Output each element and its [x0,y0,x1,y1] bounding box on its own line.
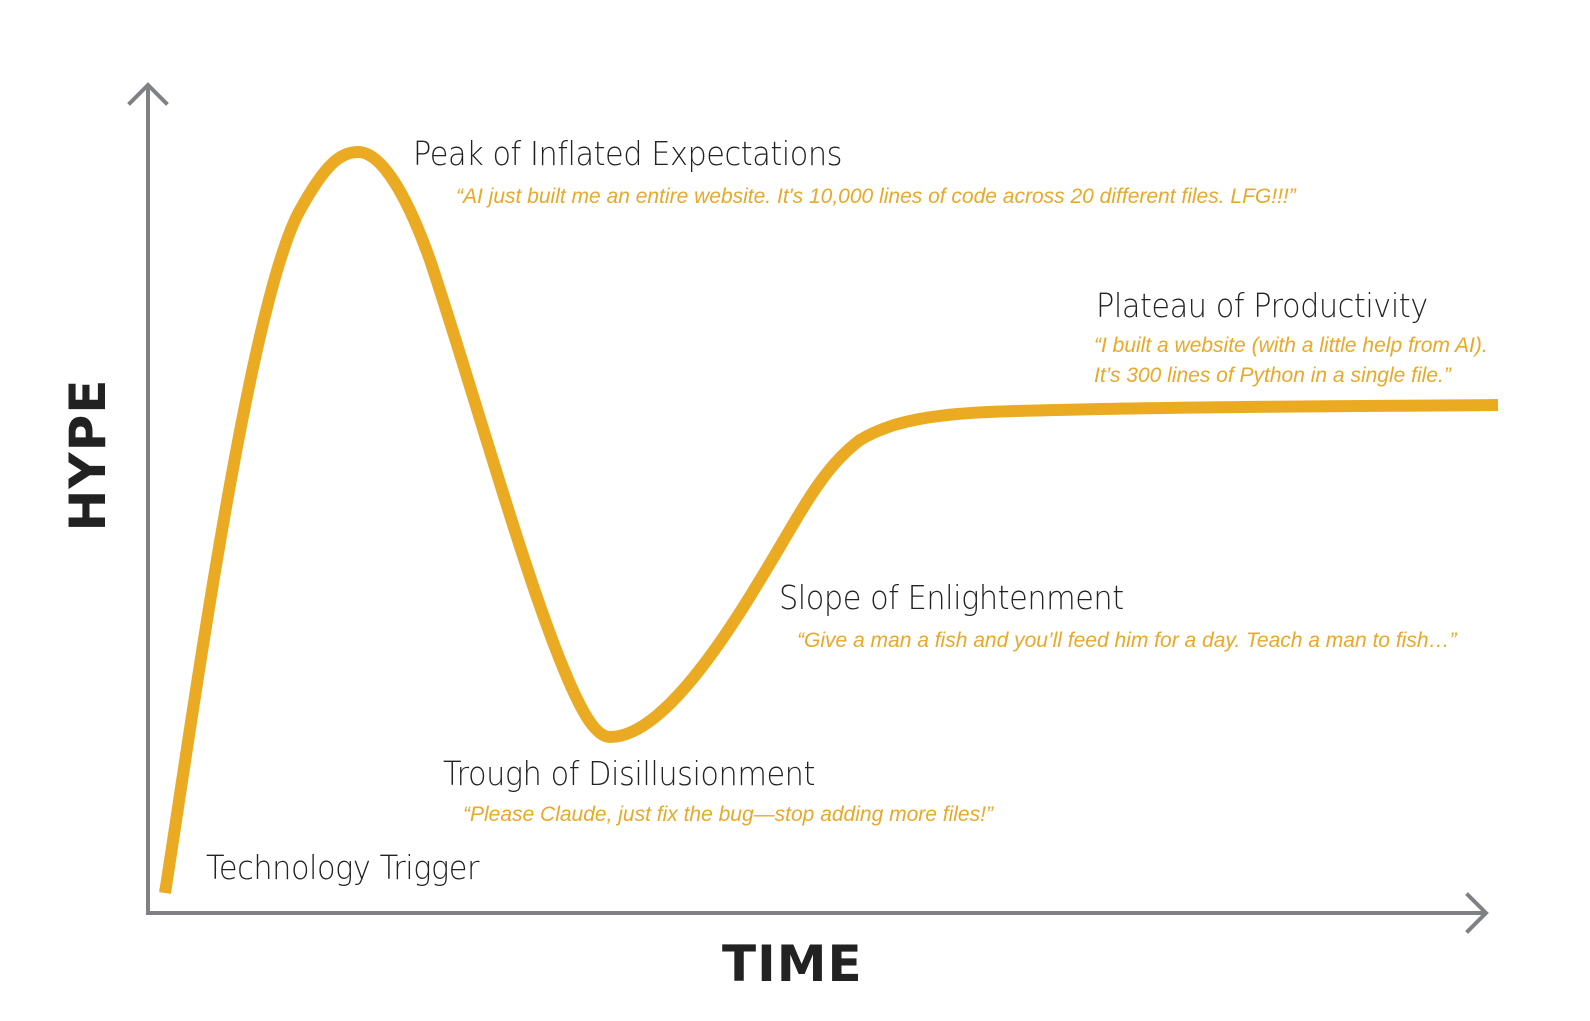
quote-trough: “Please Claude, just fix the bug—stop ad… [463,803,993,826]
quote-slope: “Give a man a fish and you’ll feed him f… [797,629,1457,652]
phase-label-peak: Peak of Inflated Expectations [413,134,843,173]
phase-label-slope: Slope of Enlightenment [779,578,1124,617]
hype-curve [159,146,1499,894]
quote-plateau-line-1: “I built a website (with a little help f… [1094,334,1488,357]
phase-label-trough: Trough of Disillusionment [443,754,815,793]
phase-label-plateau: Plateau of Productivity [1096,286,1428,325]
quote-peak: “AI just built me an entire website. It'… [456,185,1296,208]
phase-label-technology-trigger: Technology Trigger [206,848,479,887]
y-axis-title: HYPE [59,378,117,532]
x-axis-arrow-icon [1465,892,1489,934]
y-axis-arrow-icon [127,82,169,106]
quote-plateau-line-2: It’s 300 lines of Python in a single fil… [1094,364,1451,387]
x-axis-title: TIME [722,935,863,993]
